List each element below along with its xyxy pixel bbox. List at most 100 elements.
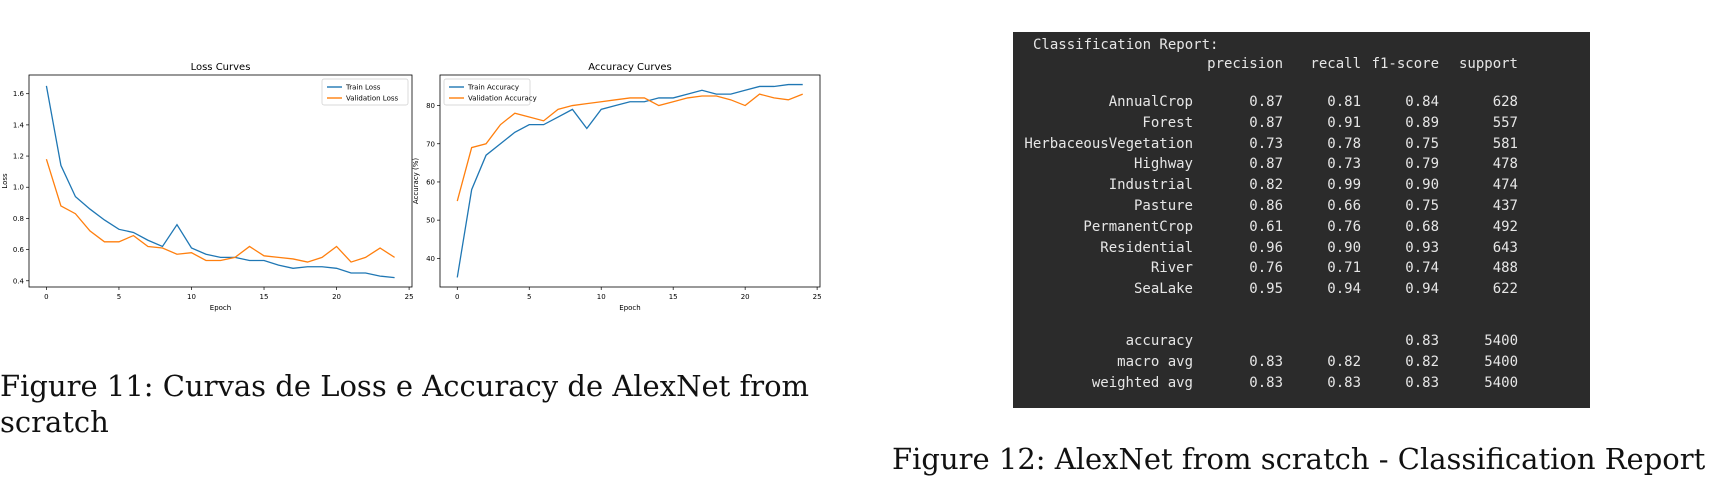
table-cell: 0.87 xyxy=(1249,114,1283,131)
table-cell: 0.84 xyxy=(1405,94,1439,110)
x-tick-label: 10 xyxy=(597,293,606,301)
table-cell: 0.61 xyxy=(1249,218,1283,235)
table-cell: 581 xyxy=(1492,135,1518,152)
legend-box xyxy=(443,78,531,106)
table-cell: 0.91 xyxy=(1327,114,1361,131)
summary-cell: 0.83 xyxy=(1249,374,1283,391)
table-cell: 557 xyxy=(1492,114,1518,131)
legend-label: Train Accuracy xyxy=(467,84,519,92)
table-cell: 0.87 xyxy=(1249,94,1283,110)
series-line-validation-accuracy xyxy=(456,93,803,202)
table-cell: 0.95 xyxy=(1249,281,1283,298)
column-header: f1-score xyxy=(1371,56,1439,72)
column-header: support xyxy=(1458,56,1518,72)
classification-report: Classification Report: precision recall f1-… xyxy=(1013,32,1590,408)
y-axis-label: Loss xyxy=(1,173,9,189)
table-cell: 0.93 xyxy=(1405,239,1439,256)
summary-cell: 5400 xyxy=(1484,353,1518,370)
x-axis-label: Epoch xyxy=(210,304,231,312)
table-cell: 474 xyxy=(1492,177,1518,194)
table-cell: 0.68 xyxy=(1405,218,1439,235)
table-cell: 0.76 xyxy=(1327,218,1361,235)
figure-12-caption: Figure 12: AlexNet from scratch - Classi… xyxy=(892,442,1706,476)
legend-label: Validation Accuracy xyxy=(468,95,537,103)
row-label: Pasture xyxy=(1133,198,1193,214)
y-tick-label: 0.8 xyxy=(13,215,24,223)
accuracy-curves-chart: Accuracy Curves 0 5 10 15 20 25 40 50 60 70 80 Epoch… xyxy=(412,62,822,312)
table-cell: 0.90 xyxy=(1405,177,1439,194)
y-tick-label: 1.6 xyxy=(13,90,25,98)
column-header: recall xyxy=(1310,56,1361,72)
summary-cell: 0.83 xyxy=(1405,333,1439,349)
summary-cell: 0.82 xyxy=(1405,353,1439,370)
chart-title: Accuracy Curves xyxy=(588,62,672,73)
table-cell: 478 xyxy=(1492,156,1518,173)
report-title: Classification Report: xyxy=(1033,37,1219,53)
x-tick-label: 10 xyxy=(187,293,196,301)
row-label: River xyxy=(1150,260,1193,277)
y-axis-label: Accuracy (%) xyxy=(412,158,420,205)
figure-11-caption: Figure 11: Curvas de Loss e Accuracy de … xyxy=(0,369,810,439)
table-cell: 0.74 xyxy=(1405,260,1439,277)
table-cell: 0.79 xyxy=(1405,156,1439,173)
summary-row-label: macro avg xyxy=(1117,353,1193,370)
y-tick-label: 80 xyxy=(426,102,435,110)
row-label: Industrial xyxy=(1108,177,1193,194)
summary-row-label: accuracy xyxy=(1125,333,1193,349)
row-label: PermanentCrop xyxy=(1083,218,1193,235)
table-cell: 0.66 xyxy=(1327,198,1361,214)
legend-label: Train Loss xyxy=(345,84,381,92)
table-cell: 492 xyxy=(1492,218,1518,235)
row-label: Residential xyxy=(1100,239,1193,256)
summary-cell: 0.82 xyxy=(1327,353,1361,370)
legend-label: Validation Loss xyxy=(346,95,398,103)
table-cell: 628 xyxy=(1492,94,1518,110)
y-tick-label: 1.4 xyxy=(13,121,25,129)
y-tick-label: 60 xyxy=(426,178,435,186)
y-tick-label: 0.6 xyxy=(13,246,25,254)
summary-cell: 0.83 xyxy=(1405,374,1439,391)
table-cell: 622 xyxy=(1492,281,1518,298)
x-tick-label: 5 xyxy=(117,293,121,301)
table-cell: 0.89 xyxy=(1405,114,1439,131)
table-cell: 0.96 xyxy=(1249,239,1283,256)
y-tick-label: 50 xyxy=(426,217,435,225)
x-axis-label: Epoch xyxy=(619,304,640,312)
x-tick-label: 0 xyxy=(44,293,48,301)
series-line-train-loss xyxy=(45,85,395,279)
legend-box xyxy=(321,78,409,106)
x-tick-label: 20 xyxy=(332,293,341,301)
loss-curves-chart: Loss Curves 0 5 10 15 20 25 0.4 0.6 0.8 1.0 1.2 1.4 1… xyxy=(1,62,414,312)
row-label: Highway xyxy=(1133,156,1193,173)
table-cell: 643 xyxy=(1492,239,1518,256)
table-cell: 0.94 xyxy=(1327,281,1361,298)
table-cell: 0.87 xyxy=(1249,156,1283,173)
table-cell: 0.78 xyxy=(1327,135,1361,152)
x-tick-label: 0 xyxy=(455,293,459,301)
series-line-validation-loss xyxy=(45,158,395,263)
summary-cell: 5400 xyxy=(1484,374,1518,391)
y-tick-label: 1.2 xyxy=(13,153,24,161)
table-cell: 0.81 xyxy=(1327,94,1361,110)
table-cell: 0.75 xyxy=(1405,135,1439,152)
x-tick-label: 25 xyxy=(405,293,414,301)
x-tick-label: 15 xyxy=(260,293,269,301)
plot-frame xyxy=(439,74,821,288)
column-header: precision xyxy=(1207,56,1283,72)
x-tick-label: 5 xyxy=(527,293,531,301)
y-tick-label: 1.0 xyxy=(13,184,24,192)
row-label: HerbaceousVegetation xyxy=(1024,135,1193,152)
table-cell: 0.99 xyxy=(1327,177,1361,194)
x-tick-label: 25 xyxy=(813,293,822,301)
y-tick-label: 0.4 xyxy=(13,277,25,285)
table-cell: 0.73 xyxy=(1249,135,1283,152)
chart-title: Loss Curves xyxy=(191,62,251,73)
plot-frame xyxy=(28,74,413,288)
table-cell: 0.90 xyxy=(1327,239,1361,256)
figure-11: Loss Curves 0 5 10 15 20 25 0.4 0.6 0.8 1.0 1.2 1.4 1… xyxy=(0,62,830,322)
table-cell: 0.94 xyxy=(1405,281,1439,298)
table-cell: 0.86 xyxy=(1249,198,1283,214)
row-label: SeaLake xyxy=(1133,281,1193,298)
summary-cell: 0.83 xyxy=(1327,374,1361,391)
table-cell: 0.73 xyxy=(1327,156,1361,173)
